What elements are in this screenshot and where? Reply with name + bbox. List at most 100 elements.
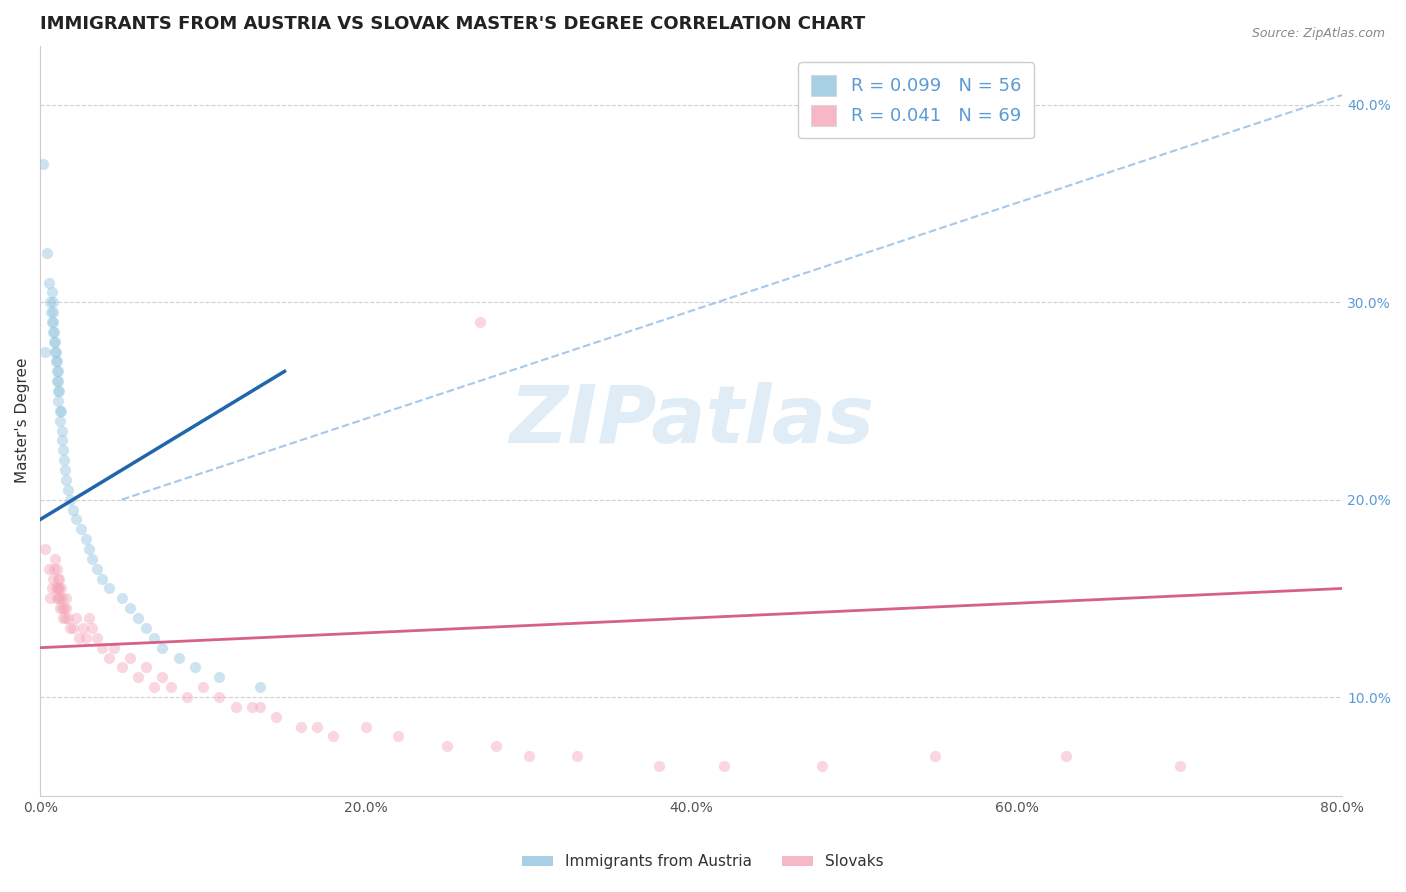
Point [44, 552, 66, 566]
Point [1054, 749, 1077, 764]
Point [44, 334, 66, 349]
Point [648, 759, 671, 773]
Text: Source: ZipAtlas.com: Source: ZipAtlas.com [1251, 27, 1385, 40]
Point [45, 354, 67, 368]
Point [517, 749, 540, 764]
Point [39, 305, 62, 319]
Point [48, 582, 70, 596]
Point [51, 424, 73, 438]
Point [45, 562, 67, 576]
Point [46, 374, 69, 388]
Point [62, 621, 84, 635]
Point [41, 582, 63, 596]
Point [55, 591, 77, 606]
Point [77, 541, 100, 556]
Point [82, 621, 104, 635]
Point [51, 601, 73, 615]
Y-axis label: Master's Degree: Master's Degree [15, 358, 30, 483]
Point [290, 720, 312, 734]
Point [103, 640, 125, 655]
Point [167, 650, 190, 665]
Point [46, 572, 69, 586]
Legend: Immigrants from Austria, Slovaks: Immigrants from Austria, Slovaks [516, 848, 890, 875]
Point [225, 699, 247, 714]
Point [45, 354, 67, 368]
Legend: R = 0.099   N = 56, R = 0.041   N = 69: R = 0.099 N = 56, R = 0.041 N = 69 [799, 62, 1033, 138]
Point [152, 670, 174, 684]
Point [45, 344, 67, 359]
Point [127, 611, 149, 625]
Point [240, 699, 263, 714]
Point [307, 720, 329, 734]
Point [53, 611, 76, 625]
Point [111, 591, 134, 606]
Point [46, 582, 69, 596]
Point [1168, 759, 1191, 773]
Point [34, 344, 56, 359]
Point [208, 670, 231, 684]
Point [387, 730, 409, 744]
Point [49, 404, 72, 418]
Point [56, 611, 79, 625]
Point [159, 680, 181, 694]
Point [65, 512, 87, 526]
Point [468, 315, 491, 329]
Point [38, 562, 60, 576]
Point [485, 739, 508, 754]
Point [70, 522, 93, 536]
Point [49, 582, 72, 596]
Point [42, 572, 65, 586]
Point [135, 621, 157, 635]
Point [45, 374, 67, 388]
Point [59, 492, 82, 507]
Point [143, 631, 166, 645]
Point [41, 305, 63, 319]
Point [49, 404, 72, 418]
Point [191, 680, 214, 694]
Point [152, 640, 174, 655]
Point [51, 591, 73, 606]
Point [75, 532, 97, 546]
Point [266, 710, 288, 724]
Point [135, 660, 157, 674]
Point [810, 759, 832, 773]
Text: ZIPatlas: ZIPatlas [509, 382, 875, 459]
Point [42, 315, 65, 329]
Point [208, 690, 231, 704]
Point [45, 364, 67, 378]
Point [39, 295, 62, 310]
Point [53, 453, 76, 467]
Point [97, 582, 120, 596]
Point [436, 739, 458, 754]
Point [41, 315, 63, 329]
Point [41, 295, 63, 310]
Point [53, 463, 76, 477]
Point [77, 611, 100, 625]
Point [62, 502, 84, 516]
Point [44, 325, 66, 339]
Point [49, 414, 72, 428]
Point [46, 384, 69, 398]
Point [48, 572, 70, 586]
Point [82, 552, 104, 566]
Point [176, 690, 198, 704]
Point [69, 631, 91, 645]
Text: IMMIGRANTS FROM AUSTRIA VS SLOVAK MASTER'S DEGREE CORRELATION CHART: IMMIGRANTS FROM AUSTRIA VS SLOVAK MASTER… [41, 15, 866, 33]
Point [45, 591, 67, 606]
Point [46, 393, 69, 408]
Point [49, 601, 72, 615]
Point [72, 621, 94, 635]
Point [118, 601, 141, 615]
Point [44, 562, 66, 576]
Point [39, 591, 62, 606]
Point [46, 364, 69, 378]
Point [35, 246, 58, 260]
Point [713, 759, 735, 773]
Point [42, 325, 65, 339]
Point [91, 572, 114, 586]
Point [46, 591, 69, 606]
Point [86, 631, 108, 645]
Point [56, 483, 79, 497]
Point [55, 601, 77, 615]
Point [41, 285, 63, 300]
